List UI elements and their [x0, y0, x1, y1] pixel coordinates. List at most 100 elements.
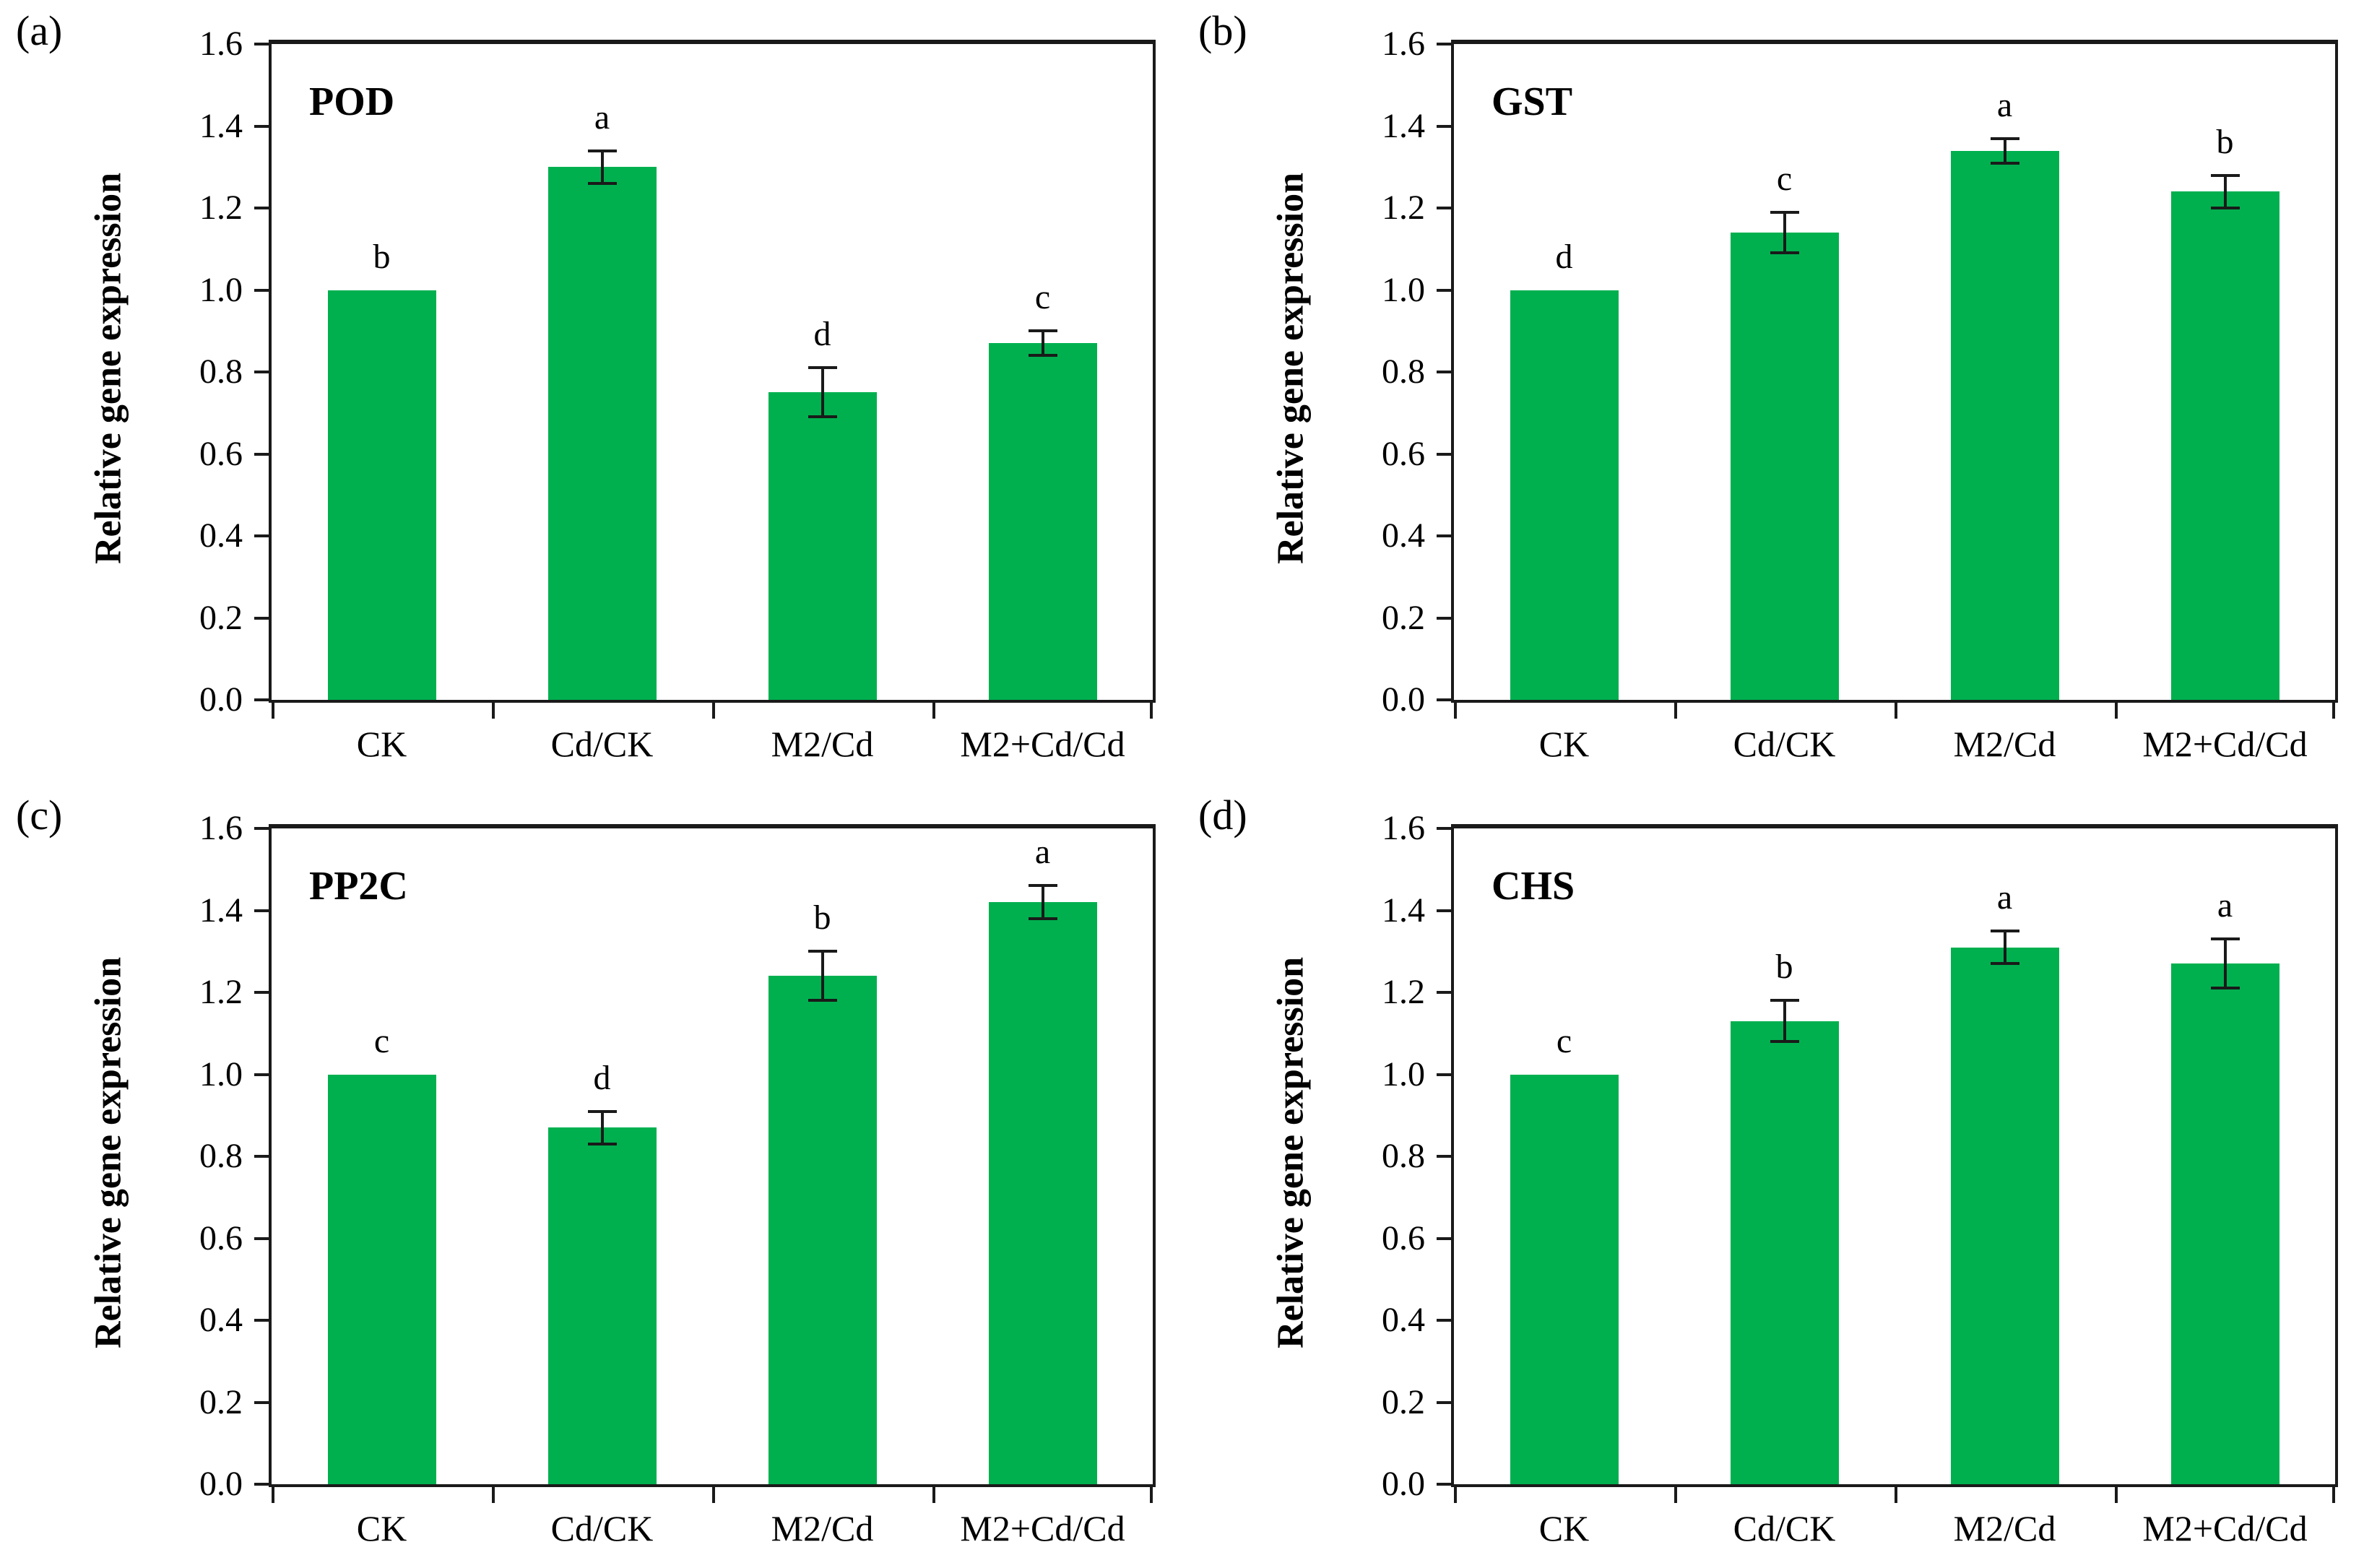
y-tick — [254, 534, 269, 537]
y-tick — [1437, 698, 1451, 701]
y-tick — [1437, 616, 1451, 620]
error-bar — [1041, 885, 1044, 919]
y-tick — [1437, 371, 1451, 373]
error-bar-cap — [1770, 251, 1799, 255]
x-tick-label: M2+Cd/Cd — [2142, 1508, 2308, 1548]
bar — [2170, 963, 2279, 1484]
y-tick-label: 0.6 — [199, 1218, 243, 1257]
significance-letter: d — [1555, 237, 1573, 276]
y-tick — [1437, 1155, 1451, 1158]
error-bar — [2003, 930, 2006, 964]
x-tick — [1895, 703, 1897, 719]
panel-label: (c) — [16, 792, 63, 839]
panel-d: (d) Relative gene expression CHS 0.0 0.2 0… — [1182, 784, 2364, 1568]
x-tick — [1895, 1487, 1897, 1503]
bar — [1510, 1074, 1619, 1484]
y-tick-label: 0.2 — [1382, 598, 1425, 637]
y-tick — [1437, 288, 1451, 292]
y-tick — [254, 43, 269, 46]
y-tick-label: 1.2 — [199, 973, 243, 1011]
error-bar — [1041, 331, 1044, 356]
gene-title: POD — [309, 79, 395, 124]
bar — [1730, 1021, 1839, 1484]
y-tick — [1437, 1073, 1451, 1076]
x-tick — [272, 1487, 274, 1503]
error-bar — [821, 951, 824, 1001]
bar — [1950, 150, 2059, 700]
y-axis-title: Relative gene expression — [87, 172, 129, 565]
y-tick-label: 1.0 — [1382, 270, 1425, 309]
y-tick-label: 0.0 — [1382, 1465, 1425, 1503]
error-bar-cap — [2210, 937, 2240, 941]
y-tick — [1437, 909, 1451, 912]
y-tick-label: 0.6 — [1382, 434, 1425, 473]
significance-letter: a — [1996, 85, 2013, 124]
y-tick-label: 1.4 — [1382, 891, 1425, 930]
x-tick-label: Cd/CK — [1733, 724, 1836, 764]
bar — [1510, 290, 1619, 700]
error-bar-cap — [587, 1142, 617, 1145]
x-tick-label: Cd/CK — [550, 724, 654, 764]
error-bar — [600, 150, 604, 183]
y-tick — [254, 616, 269, 620]
y-tick — [254, 371, 269, 373]
y-tick — [1437, 1400, 1451, 1404]
error-bar-cap — [587, 149, 617, 152]
significance-letter: a — [594, 98, 610, 137]
error-bar-cap — [2210, 173, 2240, 177]
y-tick — [254, 909, 269, 912]
x-tick-label: M2/Cd — [771, 724, 874, 764]
y-tick — [254, 1236, 269, 1240]
significance-letter: d — [593, 1058, 611, 1097]
bar — [768, 392, 877, 700]
y-tick — [1437, 43, 1451, 46]
x-tick-label: M2/Cd — [1953, 724, 2056, 764]
x-tick — [1454, 1487, 1457, 1503]
bar — [1950, 947, 2059, 1484]
y-tick — [1437, 991, 1451, 994]
significance-letter: b — [373, 237, 391, 276]
x-tick-label: Cd/CK — [1733, 1508, 1836, 1548]
error-bar-cap — [1028, 329, 1057, 333]
x-tick — [2332, 703, 2335, 719]
significance-letter: b — [2216, 122, 2234, 161]
error-bar-cap — [1770, 210, 1799, 214]
y-tick-label: 1.6 — [1382, 809, 1425, 847]
y-tick-label: 0.6 — [199, 434, 243, 473]
significance-letter: a — [1996, 878, 2013, 917]
y-tick-label: 1.2 — [199, 189, 243, 227]
bar — [547, 1127, 657, 1484]
y-tick — [254, 207, 269, 209]
y-tick-label: 0.4 — [1382, 516, 1425, 555]
y-tick — [254, 1073, 269, 1076]
x-tick — [2115, 1487, 2118, 1503]
y-tick-label: 1.6 — [199, 809, 243, 847]
y-tick — [254, 1155, 269, 1158]
bar — [988, 902, 1097, 1484]
y-tick-label: 1.2 — [1382, 973, 1425, 1011]
y-axis-title: Relative gene expression — [1270, 172, 1312, 565]
x-tick — [1150, 1487, 1153, 1503]
error-bar-cap — [1028, 917, 1057, 920]
bar — [1730, 233, 1839, 700]
x-tick-label: M2+Cd/Cd — [960, 724, 1125, 764]
panel-b: (b) Relative gene expression GST 0.0 0.2 0… — [1182, 0, 2364, 784]
significance-letter: a — [2217, 886, 2233, 925]
gene-title: PP2C — [309, 864, 408, 909]
y-tick — [1437, 452, 1451, 456]
x-tick — [492, 1487, 495, 1503]
x-tick — [492, 703, 495, 719]
bar — [327, 290, 436, 700]
significance-letter: c — [373, 1021, 390, 1060]
error-bar — [821, 368, 824, 417]
error-bar-cap — [587, 1109, 617, 1113]
y-tick-label: 0.8 — [199, 352, 243, 391]
significance-letter: b — [1775, 948, 1793, 987]
x-tick-label: CK — [1538, 1508, 1590, 1548]
x-tick — [272, 703, 274, 719]
error-bar-cap — [808, 366, 837, 370]
x-tick — [712, 703, 715, 719]
panel-a: (a) Relative gene expression POD 0.0 0.2 0… — [0, 0, 1182, 784]
x-tick-label: M2+Cd/Cd — [2142, 724, 2308, 764]
